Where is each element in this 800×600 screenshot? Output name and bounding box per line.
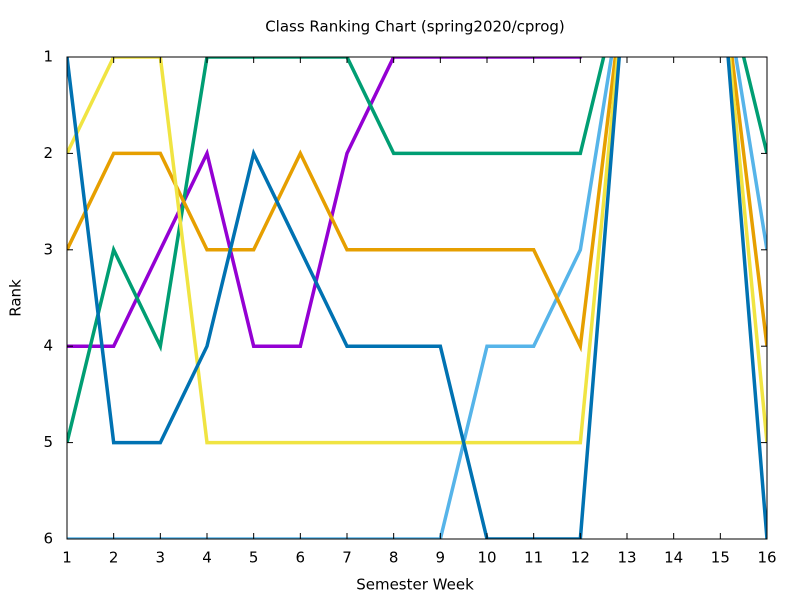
y-tick-label: 5 [43, 433, 53, 451]
x-tick-label: 8 [389, 549, 399, 567]
y-tick-label: 2 [43, 144, 53, 162]
x-tick-label: 12 [571, 549, 590, 567]
x-tick-label: 11 [524, 549, 543, 567]
series-line [67, 57, 767, 348]
series-line [67, 57, 767, 444]
series-line [67, 57, 767, 445]
x-tick-label: 7 [342, 549, 352, 567]
y-tick-label: 4 [43, 337, 53, 355]
x-tick-label: 9 [436, 549, 446, 567]
x-tick-label: 6 [296, 549, 306, 567]
chart-title: Class Ranking Chart (spring2020/cprog) [265, 18, 565, 36]
plot-frame [66, 56, 768, 540]
x-tick-label: 1 [62, 549, 72, 567]
y-tick-label: 6 [43, 530, 53, 548]
x-tick-label: 16 [757, 549, 776, 567]
series-line [67, 57, 767, 539]
y-tick-label: 3 [43, 240, 53, 258]
x-tick-label: 3 [156, 549, 166, 567]
series-line [67, 57, 767, 353]
x-axis-label: Semester Week [356, 576, 474, 594]
y-axis-label: Rank [7, 279, 25, 317]
x-tick-label: 14 [664, 549, 683, 567]
x-tick-label: 4 [202, 549, 212, 567]
x-tick-label: 10 [477, 549, 496, 567]
x-tick-label: 5 [249, 549, 259, 567]
plot-area [67, 57, 767, 539]
x-tick-label: 15 [711, 549, 730, 567]
y-tick-label: 1 [43, 48, 53, 66]
x-tick-label: 13 [617, 549, 636, 567]
x-tick-label: 2 [109, 549, 119, 567]
